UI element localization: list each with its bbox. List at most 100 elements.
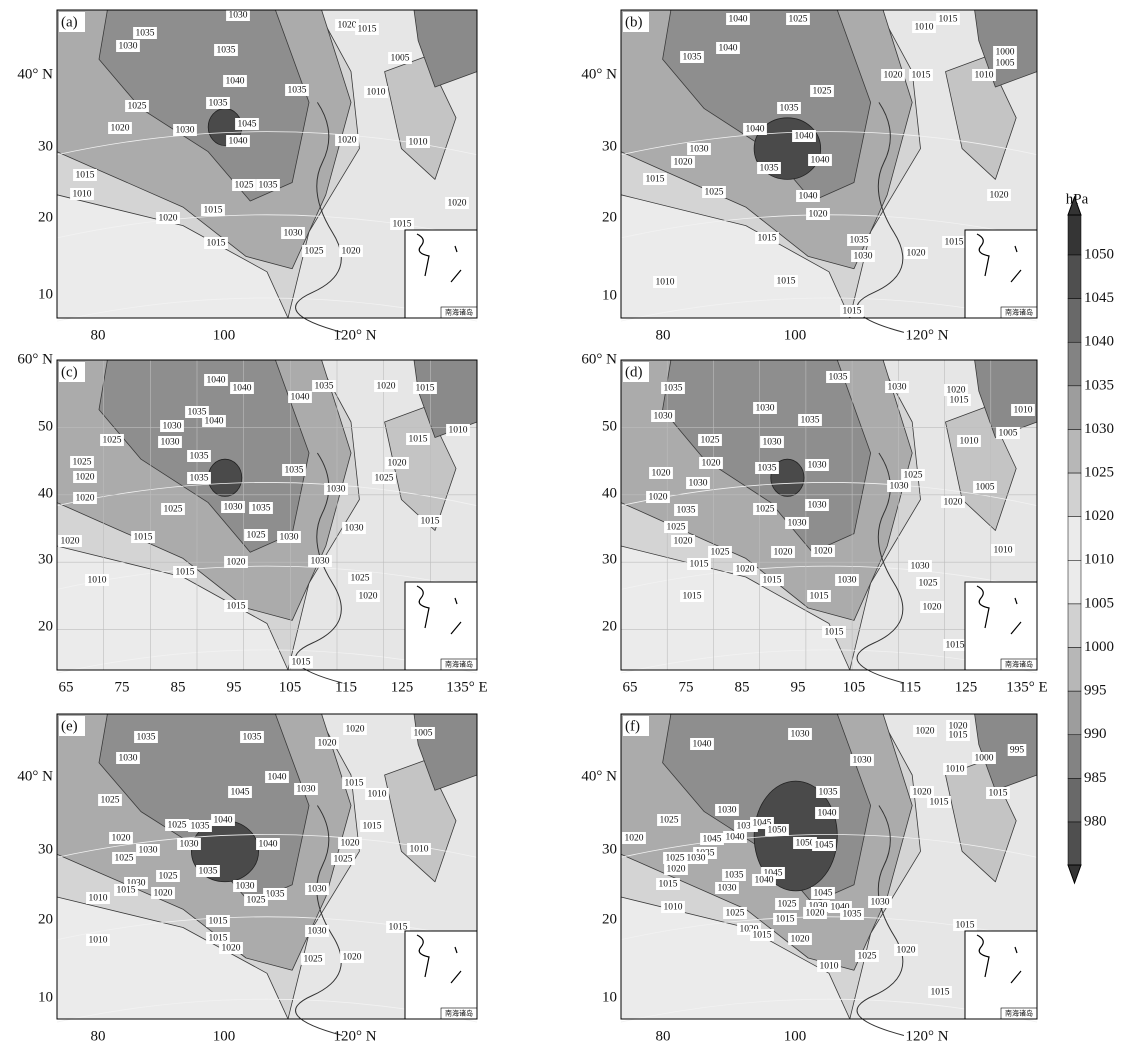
contour-label-box bbox=[771, 546, 795, 558]
contour-label: 1025 bbox=[701, 436, 720, 446]
contour-label: 1025 bbox=[919, 579, 938, 589]
panel-label: (a) bbox=[61, 14, 78, 30]
contour-label: 1030 bbox=[756, 404, 775, 414]
contour-label: 1030 bbox=[236, 882, 255, 892]
contour-label: 1040 bbox=[229, 137, 248, 147]
contour-label: 1015 bbox=[956, 921, 975, 931]
contour-label: 1030 bbox=[308, 885, 327, 895]
contour-label: 1025 bbox=[351, 574, 370, 584]
contour-label: 1040 bbox=[719, 44, 738, 54]
contour-label-box bbox=[136, 844, 160, 856]
contour-label: 1030 bbox=[687, 854, 706, 864]
y-tick-label: 20 bbox=[38, 618, 53, 634]
contour-label: 1020 bbox=[806, 909, 825, 919]
inset-label: 南海诸岛 bbox=[1005, 1009, 1033, 1018]
contour-label: 1020 bbox=[61, 537, 80, 547]
colorbar-segment bbox=[1067, 385, 1082, 430]
contour-label-box bbox=[671, 156, 695, 168]
contour-label: 1015 bbox=[292, 658, 311, 668]
x-tick-label: 125 bbox=[391, 679, 414, 695]
contour-label: 1010 bbox=[1014, 406, 1033, 416]
contour-label: 1020 bbox=[649, 493, 668, 503]
contour-label: 1025 bbox=[305, 247, 324, 257]
contour-label-box bbox=[699, 457, 723, 469]
contour-label: 1025 bbox=[813, 87, 832, 97]
contour-label: 1020 bbox=[359, 592, 378, 602]
contour-label: 1040 bbox=[268, 773, 287, 783]
contour-label: 1030 bbox=[718, 884, 737, 894]
contour-label-box bbox=[372, 472, 396, 484]
contour-label-box bbox=[775, 898, 799, 910]
contour-label: 1020 bbox=[947, 386, 966, 396]
contour-label-box bbox=[920, 601, 944, 613]
inset-box bbox=[964, 581, 1038, 671]
y-tick-label: 50 bbox=[38, 418, 53, 434]
contour-label-box bbox=[774, 275, 798, 287]
panel-frame bbox=[56, 359, 478, 671]
inset-box bbox=[964, 229, 1038, 319]
y-tick-label: 40 bbox=[602, 485, 617, 501]
contour-label-box bbox=[340, 951, 364, 963]
contour-label: 1020 bbox=[907, 249, 926, 259]
latitude-line bbox=[620, 916, 1038, 941]
contour-label-box bbox=[342, 522, 366, 534]
contour-label-box bbox=[232, 179, 256, 191]
contour-label-box bbox=[219, 942, 243, 954]
panel-label: (b) bbox=[625, 14, 643, 30]
y-tick-label: 30 bbox=[602, 841, 617, 857]
contour-label: 1005 bbox=[996, 59, 1015, 69]
colorbar-segment bbox=[1067, 341, 1082, 387]
contour-label-box bbox=[342, 777, 366, 789]
colorbar-segment bbox=[1067, 516, 1082, 561]
contour-label: 1020 bbox=[897, 946, 916, 956]
contour-label: 1045 bbox=[814, 889, 833, 899]
contour-label: 1015 bbox=[843, 307, 862, 317]
contour-label-box bbox=[671, 535, 695, 547]
contour-label: 1035 bbox=[829, 373, 848, 383]
contour-label-box bbox=[996, 427, 1020, 439]
contour-label-box bbox=[663, 852, 687, 864]
contour-label: 1025 bbox=[159, 872, 178, 882]
contour-label: 1030 bbox=[163, 422, 182, 432]
contour-label-box bbox=[840, 305, 864, 317]
contour-label-box bbox=[406, 136, 430, 148]
contour-label: 1025 bbox=[756, 505, 775, 515]
contour-label-box bbox=[947, 394, 971, 406]
colorbar-segment bbox=[1067, 690, 1082, 736]
contour-label: 1020 bbox=[338, 21, 357, 31]
contour-label-box bbox=[73, 169, 97, 181]
contour-label: 1010 bbox=[410, 845, 429, 855]
contour-label-box bbox=[788, 933, 812, 945]
colorbar-unit: hPa bbox=[1066, 191, 1089, 207]
contour-label: 1040 bbox=[226, 77, 245, 87]
contour-label-box bbox=[987, 189, 1011, 201]
colorbar-tip bbox=[1067, 195, 1082, 216]
contour-label: 1020 bbox=[159, 214, 178, 224]
contour-label-box bbox=[196, 865, 220, 877]
contour-label: 1035 bbox=[850, 236, 869, 246]
contour-label-box bbox=[406, 433, 430, 445]
x-tick-label: 75 bbox=[679, 679, 694, 695]
contour-label-box bbox=[223, 75, 247, 87]
panel-frame bbox=[56, 713, 478, 1020]
contour-label: 1025 bbox=[711, 548, 730, 558]
contour-label: 1015 bbox=[912, 71, 931, 81]
contour-label-box bbox=[187, 472, 211, 484]
coastline bbox=[856, 452, 905, 684]
contour-label-box bbox=[360, 820, 384, 832]
contour-label: 1035 bbox=[760, 164, 779, 174]
contour-label: 1015 bbox=[945, 238, 964, 248]
contour-label-box bbox=[755, 462, 779, 474]
contour-label-box bbox=[698, 434, 722, 446]
contour-label: 1020 bbox=[448, 199, 467, 209]
x-tick-label: 105 bbox=[279, 679, 302, 695]
contour-label: 1010 bbox=[664, 903, 683, 913]
x-tick-label: 80 bbox=[91, 327, 106, 343]
contour-label-box bbox=[851, 250, 875, 262]
contour-label-box bbox=[109, 832, 133, 844]
contour-label: 1020 bbox=[774, 548, 793, 558]
x-tick-label: 100 bbox=[784, 1028, 807, 1044]
contour-label: 1025 bbox=[235, 181, 254, 191]
contour-label: 1030 bbox=[139, 846, 158, 856]
contour-label-box bbox=[792, 130, 816, 142]
